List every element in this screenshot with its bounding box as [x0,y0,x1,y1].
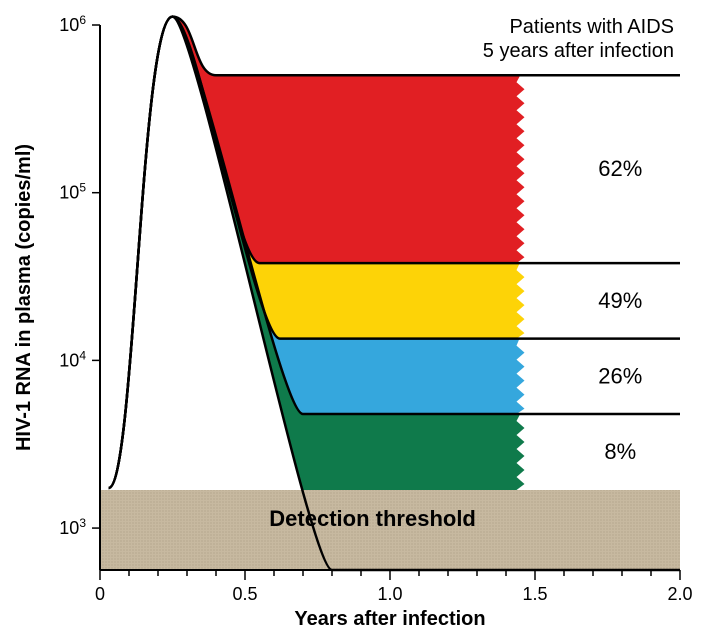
header-line2: 5 years after infection [483,40,674,62]
x-axis-label: Years after infection [294,608,485,630]
y-tick-label: 104 [59,348,86,370]
band-0 [173,17,524,263]
pct-label-0: 62% [598,156,642,181]
pct-label-1: 49% [598,288,642,313]
y-tick-label: 105 [59,181,86,203]
x-tick-label: 1.0 [377,584,402,604]
x-tick-label: 1.5 [522,584,547,604]
y-tick-label: 103 [59,516,86,538]
detection-threshold-label: Detection threshold [269,506,476,531]
x-tick-label: 2.0 [667,584,692,604]
pct-label-2: 26% [598,363,642,388]
y-tick-label: 106 [59,13,86,35]
hiv-rna-chart: 0 0.5 1.0 1.5 2.0 Years after infection 103 104… [0,0,721,641]
y-axis-label: HIV-1 RNA in plasma (copies/ml) [13,144,35,451]
x-tick-label: 0 [95,584,105,604]
x-tick-label: 0.5 [232,584,257,604]
pct-label-3: 8% [604,439,636,464]
header-line1: Patients with AIDS [509,16,674,38]
chart-svg: 0 0.5 1.0 1.5 2.0 Years after infection 103 104… [0,0,721,641]
